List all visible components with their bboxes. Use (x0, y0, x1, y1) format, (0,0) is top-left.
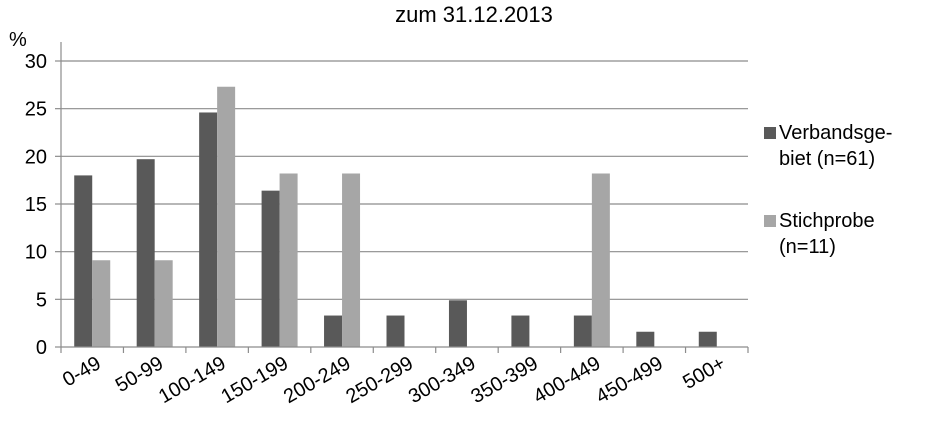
bar-stichprobe (154, 260, 173, 347)
y-tick-label: 5 (36, 289, 47, 311)
x-tick-label: 150-199 (218, 352, 293, 408)
x-tick-label: 450-499 (592, 352, 667, 408)
x-tick-label: 100-149 (155, 352, 230, 408)
y-tick-labels: 0 5 10 15 20 25 30 (25, 51, 47, 359)
y-tick-label: 15 (25, 194, 47, 216)
bar-verbandsgebiet (136, 159, 155, 347)
legend-swatch (764, 127, 776, 139)
x-tick-label: 400-449 (530, 352, 605, 408)
legend-label: Stichprobe (779, 210, 875, 232)
legend-label: (n=11) (779, 236, 836, 258)
bar-stichprobe (279, 173, 298, 347)
y-tick-label: 0 (36, 337, 47, 359)
legend: Verbandsge-biet (n=61) Stichprobe (n=11) (764, 122, 892, 258)
legend-label: biet (n=61) (779, 148, 875, 170)
x-tick-label: 350-399 (467, 352, 542, 408)
bar-verbandsgebiet (448, 300, 467, 347)
x-tick-label: 200-249 (280, 352, 355, 408)
x-tick-labels: 0-49 50-99100-149150-199200-249250-299300… (59, 352, 729, 408)
bar-verbandsgebiet (324, 315, 343, 347)
bar-stichprobe (591, 173, 610, 347)
chart-title: zum 31.12.2013 (395, 2, 553, 27)
x-tick-label: 250-299 (342, 352, 417, 408)
bar-verbandsgebiet (261, 190, 280, 347)
bar-verbandsgebiet (636, 331, 655, 347)
y-tick-label: 20 (25, 146, 47, 168)
bar-stichprobe (92, 260, 111, 347)
y-tick-label: 10 (25, 242, 47, 264)
bar-verbandsgebiet (698, 331, 717, 347)
bar-stichprobe (217, 86, 236, 348)
bars (74, 86, 717, 348)
x-tick-label: 500+ (679, 352, 729, 394)
y-tick-label: 25 (25, 99, 47, 121)
bar-verbandsgebiet (74, 175, 93, 347)
legend-swatch (764, 215, 776, 227)
bar-verbandsgebiet (386, 315, 405, 347)
bar-verbandsgebiet (199, 112, 218, 347)
x-tick-label: 300-349 (405, 352, 480, 408)
legend-label: Verbandsge- (779, 122, 892, 144)
x-tick-label: 0-49 (59, 352, 105, 391)
bar-verbandsgebiet (573, 315, 592, 347)
bar-stichprobe (342, 173, 361, 347)
gridlines (55, 60, 748, 348)
bar-verbandsgebiet (511, 315, 530, 347)
y-tick-label: 30 (25, 51, 47, 73)
axes (60, 42, 749, 353)
y-axis-label: % (9, 29, 27, 51)
